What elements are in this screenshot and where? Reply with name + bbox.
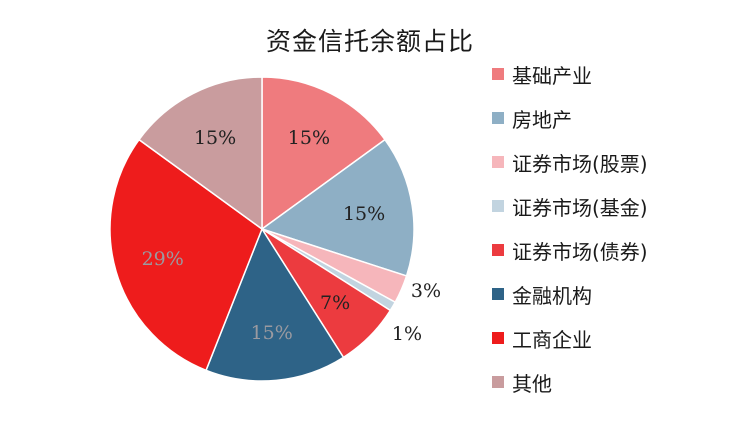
pie-slice-2 bbox=[260, 138, 415, 277]
legend-label: 其他 bbox=[512, 371, 552, 396]
slice-label-1: 15% bbox=[288, 127, 330, 149]
chart-legend: 基础产业房地产证券市场(股票) 证券市场(基金) 证券市场(债券) 金融机构工商企业其… bbox=[492, 52, 732, 404]
pie-slice-6 bbox=[205, 227, 345, 382]
slice-label-7: 29% bbox=[142, 248, 184, 270]
legend-swatch bbox=[492, 68, 504, 80]
legend-label: 金融机构 bbox=[512, 283, 592, 308]
slice-label-6: 15% bbox=[251, 322, 293, 344]
legend-item-3: 证券市场(股票) bbox=[492, 140, 732, 184]
pie-slice-7 bbox=[109, 138, 263, 372]
pie-slice-1 bbox=[261, 76, 387, 231]
legend-label: 证券市场(股票) bbox=[512, 151, 648, 176]
chart-title: 资金信托余额占比 bbox=[265, 27, 474, 56]
pie-slice-8 bbox=[137, 76, 263, 231]
legend-swatch bbox=[492, 332, 504, 344]
legend-item-6: 金融机构 bbox=[492, 272, 732, 316]
slice-label-5: 7% bbox=[320, 292, 350, 314]
slice-label-3: 3% bbox=[411, 280, 441, 302]
legend-item-8: 其他 bbox=[492, 360, 732, 404]
legend-item-1: 基础产业 bbox=[492, 52, 732, 96]
legend-swatch bbox=[492, 244, 504, 256]
legend-swatch bbox=[492, 200, 504, 212]
legend-label: 基础产业 bbox=[512, 63, 592, 88]
slice-label-8: 15% bbox=[194, 127, 236, 149]
legend-item-5: 证券市场(债券) bbox=[492, 228, 732, 272]
legend-label: 证券市场(基金) bbox=[512, 195, 648, 220]
slice-label-4: 1% bbox=[392, 323, 422, 345]
legend-swatch bbox=[492, 156, 504, 168]
legend-swatch bbox=[492, 288, 504, 300]
slice-label-2: 15% bbox=[343, 203, 385, 225]
legend-swatch bbox=[492, 376, 504, 388]
legend-label: 工商企业 bbox=[512, 327, 592, 352]
legend-item-2: 房地产 bbox=[492, 96, 732, 140]
legend-item-7: 工商企业 bbox=[492, 316, 732, 360]
legend-item-4: 证券市场(基金) bbox=[492, 184, 732, 228]
legend-label: 证券市场(债券) bbox=[512, 239, 648, 264]
legend-label: 房地产 bbox=[512, 107, 572, 132]
legend-swatch bbox=[492, 112, 504, 124]
